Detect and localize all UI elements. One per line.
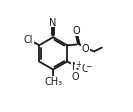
- Text: O: O: [82, 43, 90, 53]
- Text: N: N: [72, 61, 79, 71]
- Text: −: −: [85, 62, 92, 71]
- Text: N: N: [49, 18, 57, 28]
- Text: O: O: [72, 71, 79, 81]
- Text: Cl: Cl: [24, 35, 33, 45]
- Text: O: O: [73, 26, 80, 36]
- Text: +: +: [75, 59, 82, 68]
- Text: CH₃: CH₃: [44, 76, 62, 86]
- Text: O: O: [82, 64, 90, 74]
